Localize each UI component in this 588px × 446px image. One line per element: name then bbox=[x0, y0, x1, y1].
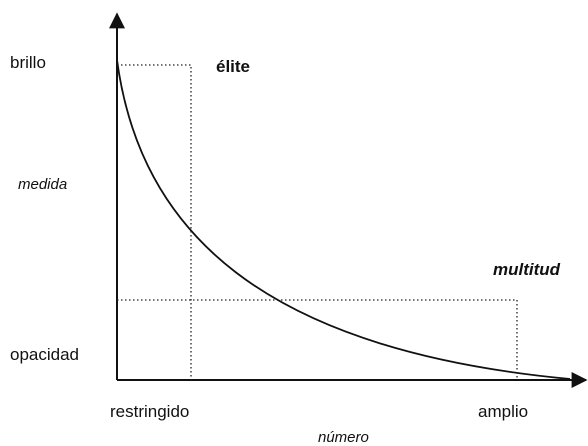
y-top-label: brillo bbox=[10, 53, 46, 72]
curve bbox=[116, 59, 571, 380]
x-right-label: amplio bbox=[478, 402, 528, 421]
x-axis-label: número bbox=[318, 429, 369, 446]
x-left-label: restringido bbox=[110, 402, 189, 421]
multitud-label: multitud bbox=[493, 260, 561, 279]
elite-box bbox=[117, 64, 192, 380]
y-bottom-label: opacidad bbox=[10, 345, 79, 364]
multitud-box bbox=[117, 299, 518, 380]
elite-label: élite bbox=[216, 57, 250, 76]
y-axis-label: medida bbox=[18, 176, 67, 193]
